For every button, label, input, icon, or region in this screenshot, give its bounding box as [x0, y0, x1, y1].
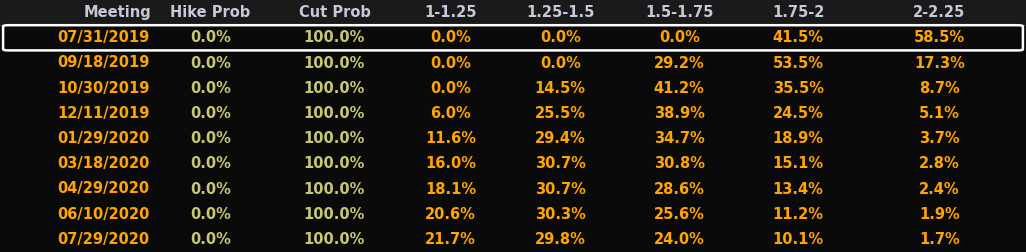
- Text: 1.9%: 1.9%: [919, 207, 959, 222]
- Text: 5.1%: 5.1%: [919, 106, 959, 121]
- Text: 07/29/2020: 07/29/2020: [57, 232, 150, 247]
- Text: 16.0%: 16.0%: [425, 156, 476, 171]
- Text: 2.8%: 2.8%: [919, 156, 959, 171]
- Text: 15.1%: 15.1%: [773, 156, 824, 171]
- Text: Meeting: Meeting: [84, 5, 152, 20]
- Text: 6.0%: 6.0%: [430, 106, 471, 121]
- Text: 0.0%: 0.0%: [190, 30, 231, 45]
- Text: 18.9%: 18.9%: [773, 131, 824, 146]
- Text: 0.0%: 0.0%: [540, 55, 581, 71]
- Text: Cut Prob: Cut Prob: [299, 5, 370, 20]
- Text: 14.5%: 14.5%: [535, 81, 586, 96]
- Text: 100.0%: 100.0%: [304, 207, 365, 222]
- Text: 100.0%: 100.0%: [304, 30, 365, 45]
- Text: 03/18/2020: 03/18/2020: [57, 156, 150, 171]
- Text: 0.0%: 0.0%: [190, 55, 231, 71]
- Bar: [0, 0, 1026, 25]
- Text: 24.5%: 24.5%: [773, 106, 824, 121]
- Text: 09/18/2019: 09/18/2019: [57, 55, 150, 71]
- Text: 8.7%: 8.7%: [919, 81, 959, 96]
- Text: 11.2%: 11.2%: [773, 207, 824, 222]
- Text: 29.4%: 29.4%: [535, 131, 586, 146]
- Text: 100.0%: 100.0%: [304, 232, 365, 247]
- Text: 0.0%: 0.0%: [190, 131, 231, 146]
- Text: 30.7%: 30.7%: [535, 156, 586, 171]
- Text: 0.0%: 0.0%: [540, 30, 581, 45]
- Text: 21.7%: 21.7%: [425, 232, 476, 247]
- Text: 2.4%: 2.4%: [919, 181, 959, 197]
- Text: 34.7%: 34.7%: [654, 131, 705, 146]
- Text: 58.5%: 58.5%: [914, 30, 964, 45]
- Text: 2-2.25: 2-2.25: [913, 5, 965, 20]
- Text: 1.25-1.5: 1.25-1.5: [526, 5, 594, 20]
- Text: 13.4%: 13.4%: [773, 181, 824, 197]
- Text: 10.1%: 10.1%: [773, 232, 824, 247]
- Text: 38.9%: 38.9%: [654, 106, 705, 121]
- Text: 0.0%: 0.0%: [430, 55, 471, 71]
- Text: 1.7%: 1.7%: [919, 232, 959, 247]
- Text: 3.7%: 3.7%: [919, 131, 959, 146]
- Text: 0.0%: 0.0%: [190, 156, 231, 171]
- Text: 0.0%: 0.0%: [190, 207, 231, 222]
- Text: 100.0%: 100.0%: [304, 55, 365, 71]
- Text: 100.0%: 100.0%: [304, 131, 365, 146]
- Text: 29.8%: 29.8%: [535, 232, 586, 247]
- Text: 11.6%: 11.6%: [425, 131, 476, 146]
- Text: 30.7%: 30.7%: [535, 181, 586, 197]
- Text: 100.0%: 100.0%: [304, 106, 365, 121]
- Text: 17.3%: 17.3%: [914, 55, 964, 71]
- Text: 0.0%: 0.0%: [430, 30, 471, 45]
- Text: 24.0%: 24.0%: [654, 232, 705, 247]
- Text: 28.6%: 28.6%: [654, 181, 705, 197]
- Text: 0.0%: 0.0%: [190, 181, 231, 197]
- Text: 1.75-2: 1.75-2: [772, 5, 825, 20]
- Text: Hike Prob: Hike Prob: [170, 5, 250, 20]
- Text: 04/29/2020: 04/29/2020: [57, 181, 150, 197]
- Text: 12/11/2019: 12/11/2019: [57, 106, 150, 121]
- Text: 25.6%: 25.6%: [654, 207, 705, 222]
- Text: 25.5%: 25.5%: [535, 106, 586, 121]
- Text: 41.5%: 41.5%: [773, 30, 824, 45]
- Text: 0.0%: 0.0%: [190, 232, 231, 247]
- Text: 10/30/2019: 10/30/2019: [57, 81, 150, 96]
- Text: 30.8%: 30.8%: [654, 156, 705, 171]
- Text: 0.0%: 0.0%: [659, 30, 700, 45]
- Text: 100.0%: 100.0%: [304, 181, 365, 197]
- Text: 01/29/2020: 01/29/2020: [57, 131, 150, 146]
- Text: 07/31/2019: 07/31/2019: [57, 30, 150, 45]
- Text: 0.0%: 0.0%: [190, 81, 231, 96]
- Text: 18.1%: 18.1%: [425, 181, 476, 197]
- Text: 0.0%: 0.0%: [190, 106, 231, 121]
- Text: 53.5%: 53.5%: [773, 55, 824, 71]
- Text: 41.2%: 41.2%: [654, 81, 705, 96]
- Text: 100.0%: 100.0%: [304, 156, 365, 171]
- Text: 35.5%: 35.5%: [773, 81, 824, 96]
- Text: 20.6%: 20.6%: [425, 207, 476, 222]
- Text: 1.5-1.75: 1.5-1.75: [645, 5, 713, 20]
- Text: 0.0%: 0.0%: [430, 81, 471, 96]
- Text: 1-1.25: 1-1.25: [424, 5, 477, 20]
- Text: 06/10/2020: 06/10/2020: [57, 207, 150, 222]
- Text: 100.0%: 100.0%: [304, 81, 365, 96]
- Text: 30.3%: 30.3%: [535, 207, 586, 222]
- Text: 29.2%: 29.2%: [654, 55, 705, 71]
